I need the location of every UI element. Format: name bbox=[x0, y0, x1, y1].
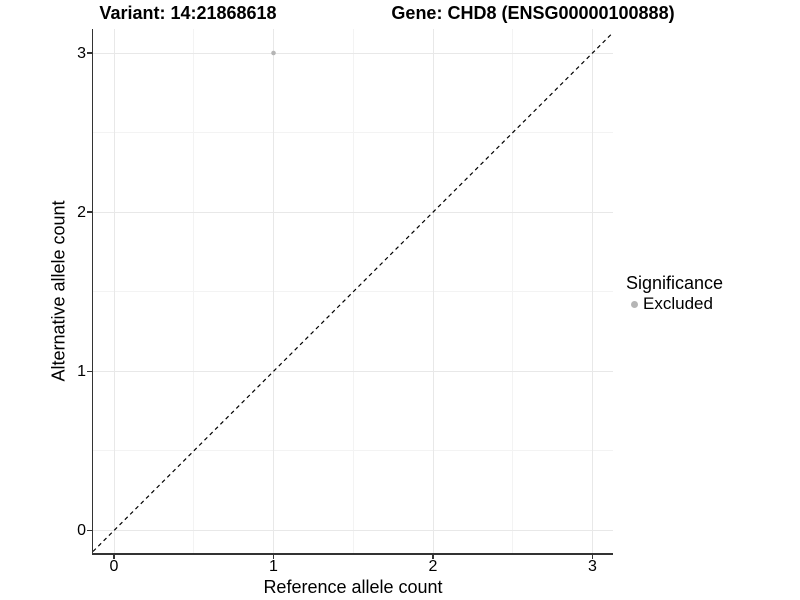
grid-minor-vertical bbox=[193, 29, 195, 553]
y-axis-line bbox=[91, 29, 93, 555]
grid-major-horizontal bbox=[93, 211, 613, 213]
x-tick-mark bbox=[432, 554, 434, 559]
x-tick-label: 2 bbox=[428, 558, 438, 575]
plot-panel bbox=[93, 29, 613, 553]
legend-title: Significance bbox=[626, 273, 724, 293]
grid-major-horizontal bbox=[93, 52, 613, 54]
legend-item-excluded: Excluded bbox=[626, 294, 723, 313]
y-tick-mark bbox=[87, 529, 92, 532]
y-tick-label: 3 bbox=[77, 44, 86, 62]
x-axis-title: Reference allele count bbox=[263, 577, 443, 597]
x-tick-mark bbox=[272, 554, 275, 559]
identity-reference-line bbox=[93, 32, 613, 552]
grid-minor-vertical bbox=[512, 29, 514, 553]
y-tick-label: 0 bbox=[77, 521, 86, 539]
grid-major-vertical bbox=[273, 29, 274, 553]
x-axis-line bbox=[91, 553, 613, 555]
legend-item-label: Excluded bbox=[643, 294, 713, 313]
x-tick-label: 0 bbox=[109, 558, 119, 575]
plot-title-gene: Gene: CHD8 (ENSG00000100888) bbox=[391, 3, 675, 23]
grid-major-vertical bbox=[432, 29, 434, 553]
legend: Significance Excluded bbox=[626, 273, 723, 313]
x-tick-mark bbox=[591, 554, 594, 559]
y-tick-label: 1 bbox=[77, 362, 86, 380]
y-tick-label: 2 bbox=[77, 203, 86, 221]
grid-major-horizontal bbox=[93, 529, 613, 531]
grid-minor-horizontal bbox=[93, 450, 613, 452]
grid-minor-horizontal bbox=[93, 291, 613, 293]
y-tick-mark bbox=[87, 52, 92, 54]
x-tick-mark bbox=[113, 554, 115, 559]
plot-title-variant: Variant: 14:21868618 bbox=[99, 3, 277, 23]
grid-major-vertical bbox=[113, 29, 115, 553]
grid-major-horizontal bbox=[93, 370, 613, 372]
grid-major-vertical bbox=[592, 29, 593, 553]
data-point bbox=[271, 50, 276, 56]
y-tick-mark bbox=[87, 370, 92, 373]
x-tick-label: 1 bbox=[269, 558, 278, 575]
y-axis-title: Alternative allele count bbox=[48, 200, 69, 382]
x-tick-label: 3 bbox=[588, 558, 597, 575]
scatter-plot-canvas bbox=[93, 32, 613, 552]
legend-point-icon bbox=[631, 300, 638, 308]
y-tick-mark bbox=[87, 211, 92, 213]
grid-minor-horizontal bbox=[93, 132, 613, 134]
